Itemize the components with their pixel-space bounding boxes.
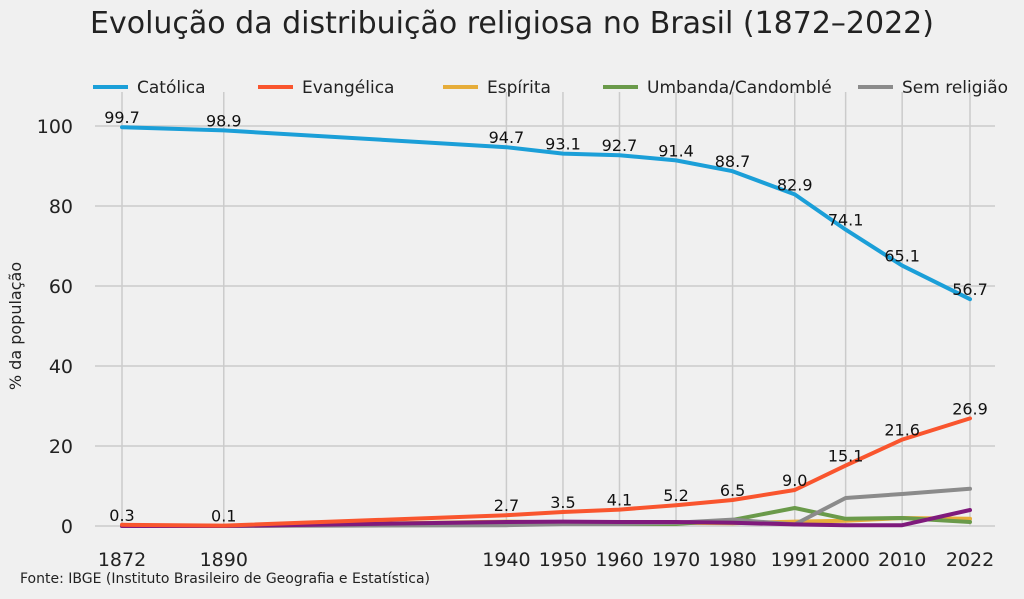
data-label: 82.9 <box>777 175 813 194</box>
y-tick-label: 0 <box>61 516 73 538</box>
data-label: 56.7 <box>952 280 988 299</box>
data-label: 65.1 <box>884 247 920 266</box>
data-label: 6.5 <box>720 481 745 500</box>
data-label: 74.1 <box>828 211 864 230</box>
legend-item: Sem religião <box>858 78 1008 98</box>
data-label: 9.0 <box>782 471 807 490</box>
series-line-cat-lica <box>120 125 972 302</box>
source-note: Fonte: IBGE (Instituto Brasileiro de Geo… <box>20 571 430 587</box>
y-tick-label: 40 <box>49 356 73 378</box>
data-label: 0.3 <box>109 506 134 525</box>
x-tick-label: 2022 <box>946 549 994 571</box>
legend-item: Espírita <box>443 78 551 98</box>
legend-label: Evangélica <box>302 78 394 98</box>
x-tick-label: 1950 <box>539 549 587 571</box>
y-tick-label: 100 <box>37 116 73 138</box>
data-label: 4.1 <box>607 491 632 510</box>
legend-label: Umbanda/Candomblé <box>647 78 832 98</box>
x-tick-label: 1970 <box>652 549 700 571</box>
data-labels: 99.7 98.9 94.7 93.1 92.7 91.4 88.7 82.9 74.1 65.1… <box>104 108 988 525</box>
y-axis-ticks: 0 20 40 60 80 100 <box>37 116 73 538</box>
x-tick-label: 1940 <box>482 549 530 571</box>
legend-label: Sem religião <box>902 78 1008 98</box>
data-label: 98.9 <box>206 111 242 130</box>
legend-item: Católica <box>93 78 206 98</box>
x-axis-ticks: 1872 1890 1940 1950 1960 1970 1980 1991 2000 2010… <box>98 549 994 571</box>
data-label: 3.5 <box>550 493 575 512</box>
data-label: 99.7 <box>104 108 140 127</box>
data-label: 88.7 <box>715 152 751 171</box>
data-label: 92.7 <box>602 136 638 155</box>
series-line-outras <box>120 508 972 528</box>
legend-label: Católica <box>137 78 206 98</box>
y-tick-label: 80 <box>49 196 73 218</box>
x-tick-label: 2000 <box>821 549 869 571</box>
x-tick-label: 1872 <box>98 549 146 571</box>
x-tick-label: 1991 <box>771 549 819 571</box>
data-label: 0.1 <box>211 507 236 526</box>
x-tick-label: 1980 <box>708 549 756 571</box>
x-tick-label: 2010 <box>878 549 926 571</box>
legend-label: Espírita <box>487 78 551 98</box>
data-label: 21.6 <box>884 421 920 440</box>
x-tick-label: 1890 <box>200 549 248 571</box>
legend: Católica Evangélica Espírita Umbanda/Candom… <box>93 78 1008 98</box>
data-label: 94.7 <box>489 128 525 147</box>
data-label: 15.1 <box>828 447 864 466</box>
data-label: 5.2 <box>663 486 688 505</box>
y-tick-label: 60 <box>49 276 73 298</box>
data-label: 2.7 <box>494 496 519 515</box>
legend-item: Umbanda/Candomblé <box>603 78 832 98</box>
x-tick-label: 1960 <box>595 549 643 571</box>
y-axis-label: % da população <box>6 262 25 390</box>
series-lines <box>120 125 972 528</box>
legend-item: Evangélica <box>258 78 394 98</box>
data-label: 93.1 <box>545 135 581 154</box>
data-label: 26.9 <box>952 399 988 418</box>
series-line-evang-lica <box>120 416 972 528</box>
y-tick-label: 20 <box>49 436 73 458</box>
data-label: 91.4 <box>658 141 694 160</box>
chart-title: Evolução da distribuição religiosa no Br… <box>90 6 934 41</box>
